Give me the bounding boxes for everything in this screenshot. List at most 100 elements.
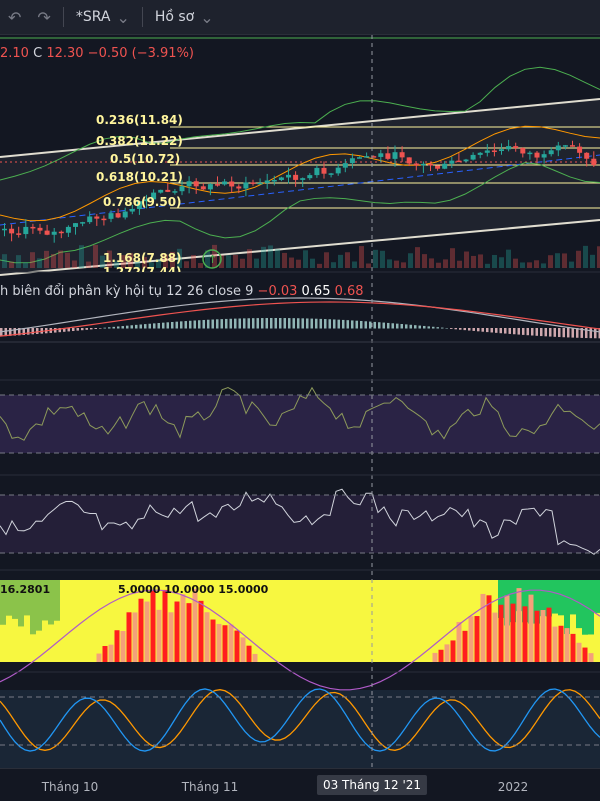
fib-label: 0.236(11.84): [96, 113, 183, 127]
ribbon-red: [127, 612, 132, 662]
volume-bar: [583, 246, 588, 268]
macd-histogram-bar: [527, 328, 530, 335]
macd-histogram-bar: [194, 320, 197, 328]
macd-histogram-bar: [333, 319, 336, 328]
change-value: −0.50: [88, 46, 128, 61]
macd-histogram-bar: [482, 328, 485, 332]
macd-histogram-bar: [140, 324, 143, 328]
volume-bar: [93, 245, 98, 268]
ribbon-layer: [0, 580, 600, 690]
candle-body: [307, 175, 312, 178]
fib-label: 0.786(9.50): [103, 195, 182, 209]
ribbon-red: [469, 616, 474, 662]
ribbon-column: [414, 580, 420, 662]
macd-histogram-bar: [77, 328, 80, 331]
candle-body: [378, 153, 383, 157]
ribbon-red: [463, 631, 468, 662]
volume-bar: [576, 251, 581, 268]
ribbon-column: [378, 580, 384, 662]
macd-histogram-bar: [104, 328, 107, 329]
ribbon-column: [324, 580, 330, 662]
fib-label: 1.168(7.88): [103, 251, 182, 265]
macd-histogram-bar: [311, 319, 314, 329]
macd-histogram-bar: [189, 321, 192, 329]
ribbon-red: [175, 602, 180, 662]
ribbon-column: [276, 580, 282, 662]
candle-body: [286, 175, 291, 178]
volume-bar: [303, 250, 308, 268]
ribbon-red: [571, 634, 576, 662]
candle-body: [428, 164, 433, 166]
macd-histogram-bar: [113, 327, 116, 329]
macd-histogram-bar: [248, 318, 251, 328]
fib-label: 0.618(10.21): [96, 170, 183, 184]
ribbon-column: [330, 580, 336, 662]
candle-body: [584, 153, 589, 159]
volume-bar: [534, 260, 539, 268]
candle-body: [513, 146, 518, 148]
ribbon-green: [552, 580, 558, 614]
low-value: 2.10: [0, 46, 29, 61]
ribbon-red: [457, 622, 462, 662]
chart-canvas[interactable]: ↑: [0, 0, 600, 768]
ribbon-red: [121, 631, 126, 662]
candle-body: [329, 173, 334, 175]
macd-histogram-bar: [423, 326, 426, 329]
ribbon-column: [372, 580, 378, 662]
candle-body: [393, 152, 398, 159]
volume-bar: [408, 253, 413, 268]
candle-body: [542, 154, 547, 157]
candle-body: [80, 222, 85, 224]
ribbon-red: [151, 590, 156, 662]
macd-histogram-bar: [369, 322, 372, 329]
macd-histogram-bar: [275, 318, 278, 328]
ribbon-value: 16.2801: [0, 583, 50, 596]
volume-bar: [415, 247, 420, 268]
volume-bar: [275, 249, 280, 268]
macd-histogram-bar: [365, 321, 368, 328]
volume-bar: [352, 261, 357, 268]
macd-histogram-bar: [356, 321, 359, 329]
candle-body: [442, 164, 447, 169]
macd-histogram-bar: [297, 318, 300, 328]
volume-bar: [268, 245, 273, 268]
ribbon-red: [541, 610, 546, 662]
macd-histogram-bar: [315, 319, 318, 329]
macd-histogram-bar: [531, 328, 534, 336]
macd-histogram-bar: [284, 318, 287, 328]
time-axis[interactable]: Tháng 10 Tháng 11 03 Tháng 12 '21 2022: [0, 768, 600, 801]
candle-body: [549, 150, 554, 154]
ribbon-red: [439, 650, 444, 662]
volume-bar: [506, 250, 511, 268]
volume-bar: [471, 256, 476, 268]
volume-bar: [492, 255, 497, 268]
macd-histogram-bar: [450, 328, 453, 329]
candle-body: [30, 227, 35, 229]
macd-histogram-bar: [162, 323, 165, 329]
macd-params: 12 26 close 9: [166, 284, 253, 299]
macd-histogram-bar: [374, 322, 377, 329]
ribbon-red: [109, 645, 114, 662]
volume-bar: [324, 252, 329, 268]
volume-bar: [401, 262, 406, 268]
ohlc-legend: 2.10 C 12.30 −0.50 (−3.91%): [0, 46, 194, 61]
macd-histogram-bar: [594, 328, 597, 338]
volume-bar: [44, 251, 49, 268]
macd-histogram-bar: [212, 320, 215, 329]
ribbon-green: [570, 580, 576, 614]
ribbon-red: [205, 612, 210, 662]
ribbon-column: [84, 580, 90, 662]
macd-histogram-bar: [500, 328, 503, 333]
macd-histogram-bar: [324, 319, 327, 328]
volume-bar: [51, 254, 56, 268]
ribbon-column: [282, 580, 288, 662]
volume-bar: [30, 252, 35, 268]
ribbon-red: [241, 637, 246, 662]
macd-histogram-bar: [158, 323, 161, 328]
ribbon-red: [517, 588, 522, 662]
ribbon-red: [163, 590, 168, 662]
volume-bar: [296, 260, 301, 268]
macd-histogram-bar: [176, 322, 179, 329]
macd-histogram-bar: [293, 318, 296, 328]
crosshair-time-label: 03 Tháng 12 '21: [317, 775, 427, 795]
